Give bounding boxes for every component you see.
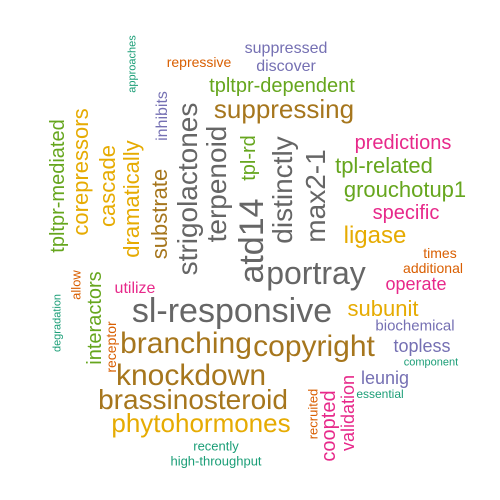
word-topless: topless [393,336,451,356]
word-tpl-rd: tpl-rd [238,135,260,181]
word-atd14: atd14 [233,198,271,284]
word-component: component [403,356,459,369]
word-leunig: leunig [360,368,410,388]
word-dramatically: dramatically [119,140,144,258]
word-corepressors: corepressors [68,108,93,236]
word-brassinosteroid: brassinosteroid [98,384,288,415]
word-utilize: utilize [114,280,156,297]
word-specific: specific [372,202,440,224]
word-ligase: ligase [343,222,407,249]
word-degradation: degradation [51,293,64,353]
word-subunit: subunit [347,296,419,321]
word-biochemical: biochemical [375,317,455,335]
word-tpltpr-mediated: tpltpr-mediated [47,119,69,253]
word-operate: operate [385,274,447,294]
word-substrate: substrate [147,168,172,260]
word-strigolactones: strigolactones [172,102,203,276]
word-predictions: predictions [354,132,452,154]
word-suppressed: suppressed [244,40,328,57]
word-copyright: copyright [253,330,375,363]
word-suppressing: suppressing [213,94,355,124]
word-approaches: approaches [126,35,139,93]
word-repressive: repressive [166,54,232,70]
word-recently: recently [193,438,239,454]
word-distinctly: distinctly [267,136,298,244]
word-discover: discover [256,58,316,75]
word-sl-responsive: sl-responsive [131,292,333,330]
word-grouchotup1: grouchotup1 [343,177,467,202]
word-essential: essential [356,387,404,401]
word-high-throughput: high-throughput [170,453,262,469]
word-branching: branching [120,327,252,360]
word-additional: additional [403,260,463,276]
word-terpenoid: terpenoid [201,125,232,243]
word-knockdown: knockdown [115,359,267,392]
word-inhibits: inhibits [154,91,171,141]
word-max2-1: max2-1 [300,149,331,243]
word-phytohormones: phytohormones [111,408,291,438]
word-interactors: interactors [84,271,106,365]
word-portray: portray [266,255,366,291]
word-validation: validation [338,374,358,452]
word-coopted: coopted [318,390,340,462]
word-times: times [423,245,457,261]
word-allow: allow [68,270,84,300]
word-tpltpr-dependent: tpltpr-dependent [209,75,355,97]
word-tpl-related: tpl-related [335,153,433,178]
word-cascade: cascade [95,145,120,227]
